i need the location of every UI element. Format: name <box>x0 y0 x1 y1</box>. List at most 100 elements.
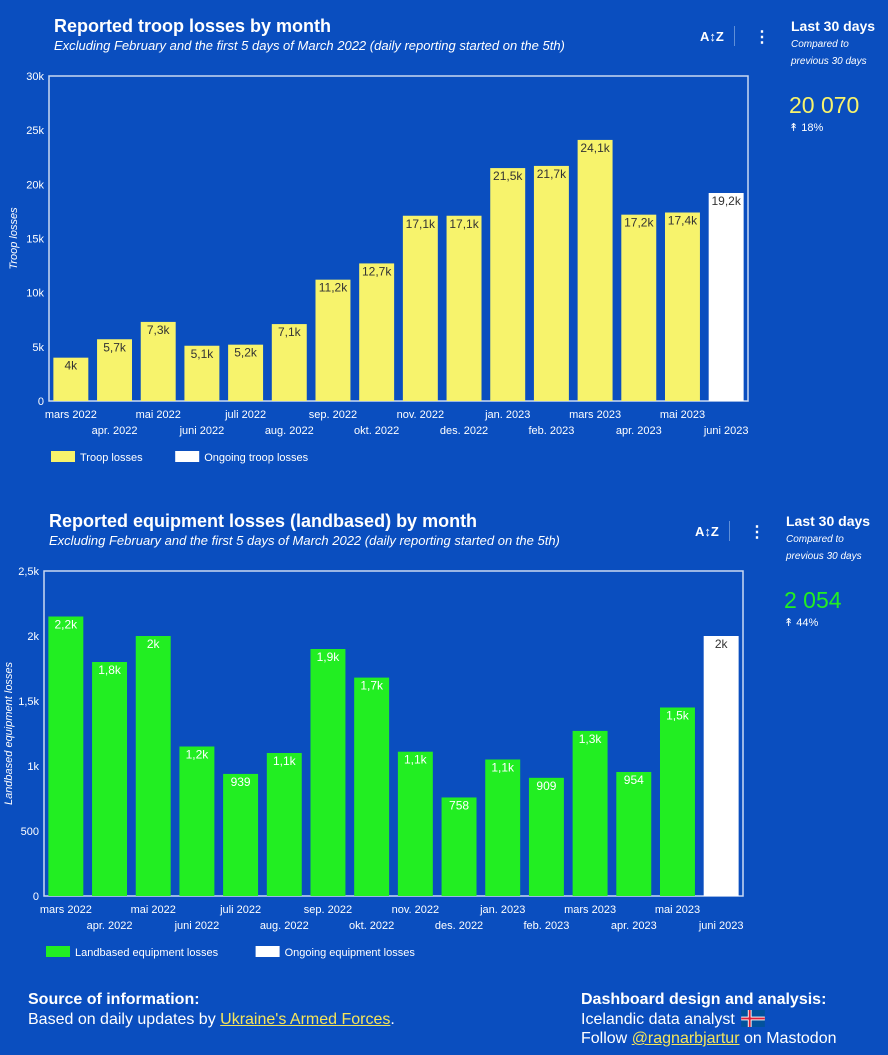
troop-bar <box>228 344 264 401</box>
troop-bar <box>97 339 133 401</box>
troop-ytick-label: 15k <box>26 234 44 246</box>
equip-xtick-label: mars 2022 <box>40 904 92 916</box>
troop-bar <box>315 279 351 401</box>
design-line: Icelandic data analyst <box>581 1010 765 1029</box>
troop-kpi-subtitle: Compared to previous 30 days <box>791 39 867 67</box>
equip-xtick-label: jan. 2023 <box>479 904 525 916</box>
troop-xtick-label: mars 2022 <box>45 409 97 421</box>
troop-xtick-label: juni 2022 <box>179 425 225 437</box>
troop-data-label: 24,1k <box>580 141 610 155</box>
equip-kpi-delta: ↟ 44% <box>784 617 819 629</box>
equip-xtick-label: aug. 2022 <box>260 920 309 932</box>
troop-data-label: 5,2k <box>234 346 258 360</box>
troop-xtick-label: juni 2023 <box>703 425 749 437</box>
equip-xtick-label: mai 2022 <box>131 904 176 916</box>
troop-bar <box>184 345 220 401</box>
equip-bar <box>616 771 652 896</box>
troop-legend-swatch <box>175 451 200 462</box>
equip-bar <box>528 777 564 896</box>
equip-legend-swatch <box>46 946 70 957</box>
equip-xtick-label: apr. 2022 <box>87 920 133 932</box>
equip-bar <box>223 773 259 896</box>
troop-xtick-label: mai 2023 <box>660 409 705 421</box>
equip-yaxis-title: Landbased equipment losses <box>3 661 15 805</box>
troop-data-label: 21,7k <box>537 167 567 181</box>
troop-bar <box>359 263 395 401</box>
troop-kpi-title: Last 30 days <box>791 18 876 34</box>
equip-ytick-label: 1k <box>27 761 39 773</box>
equip-data-label: 909 <box>536 779 556 793</box>
equip-data-label: 758 <box>449 798 469 812</box>
equip-data-label: 1,1k <box>273 754 297 768</box>
troop-xtick-label: feb. 2023 <box>528 425 574 437</box>
equip-data-label: 1,1k <box>404 753 428 767</box>
equip-ytick-label: 2,5k <box>18 566 39 578</box>
troop-ytick-label: 0 <box>38 396 44 408</box>
equip-xtick-label: mai 2023 <box>655 904 700 916</box>
troop-chart-title: Reported troop losses by month <box>54 16 332 36</box>
source-title: Source of information: <box>28 991 200 1008</box>
equip-data-label: 1,8k <box>98 663 122 677</box>
troop-bar <box>402 215 438 401</box>
troop-xtick-label: nov. 2022 <box>397 409 445 421</box>
design-text: Icelandic data analyst <box>581 1011 735 1028</box>
troop-legend-label: Troop losses <box>80 452 143 464</box>
sort-az-icon[interactable]: A↕Z <box>700 29 724 44</box>
troop-legend-label: Ongoing troop losses <box>204 452 308 464</box>
mastodon-link[interactable]: @ragnarbjartur <box>631 1030 740 1047</box>
equip-bar <box>572 730 608 896</box>
troop-plot-frame <box>48 75 749 402</box>
troop-data-label: 21,5k <box>493 169 523 183</box>
equip-bar <box>310 649 346 896</box>
troop-kpi-delta: ↟ 18% <box>789 122 824 134</box>
troop-xtick-label: aug. 2022 <box>265 425 314 437</box>
troop-ytick-label: 20k <box>26 179 44 191</box>
equip-ytick-label: 0 <box>33 891 39 903</box>
equip-data-label: 1,1k <box>491 761 515 775</box>
troop-bar <box>271 324 307 401</box>
troop-legend-swatch <box>51 451 75 462</box>
equip-ytick-label: 1,5k <box>18 696 39 708</box>
equip-xtick-label: sep. 2022 <box>304 904 352 916</box>
more-options-icon[interactable]: ⋮ <box>754 29 770 46</box>
equip-bar <box>485 759 521 896</box>
equip-xtick-label: okt. 2022 <box>349 920 394 932</box>
equip-bar <box>397 751 433 896</box>
design-title: Dashboard design and analysis: <box>581 991 827 1008</box>
troop-data-label: 17,1k <box>406 217 436 231</box>
source-prefix: Based on daily updates by <box>28 1011 221 1028</box>
source-suffix: . <box>390 1011 395 1028</box>
troop-xtick-label: sep. 2022 <box>309 409 357 421</box>
troop-xtick-label: mai 2022 <box>136 409 181 421</box>
equip-data-label: 954 <box>624 773 644 787</box>
sort-az-icon[interactable]: A↕Z <box>695 524 719 539</box>
equip-legend-label: Landbased equipment losses <box>75 947 219 959</box>
troop-bar <box>53 357 89 401</box>
troop-losses-chart: 0 5k 10k 15k 20k 25k 30k Troop losses 4k 5,7k 7,3k… <box>8 71 749 464</box>
troop-ytick-label: 30k <box>26 71 44 83</box>
equip-bar <box>266 753 302 896</box>
troop-kpi-value: 20 070 <box>789 92 860 118</box>
equip-xtick-label: juni 2022 <box>174 920 220 932</box>
troop-xtick-label: juli 2022 <box>224 409 266 421</box>
equip-bar <box>92 662 128 896</box>
equip-plot-frame <box>43 570 744 897</box>
equip-xtick-label: juni 2023 <box>698 920 744 932</box>
source-text: Based on daily updates by Ukraine's Arme… <box>28 1011 395 1029</box>
troop-xtick-label: apr. 2023 <box>616 425 662 437</box>
equip-bar <box>659 707 695 896</box>
equip-bar <box>703 636 739 896</box>
toolbar-divider <box>734 26 735 46</box>
equip-bar <box>441 797 477 896</box>
equip-xtick-label: nov. 2022 <box>392 904 440 916</box>
source-link[interactable]: Ukraine's Armed Forces <box>220 1011 391 1028</box>
troop-data-label: 17,2k <box>624 216 654 230</box>
more-options-icon[interactable]: ⋮ <box>749 524 765 541</box>
troop-bar <box>577 139 613 401</box>
equip-bar <box>48 616 84 896</box>
follow-line: Follow @ragnarbjartur on Mastodon <box>581 1030 836 1048</box>
equip-data-label: 1,3k <box>579 732 603 746</box>
troop-data-label: 5,1k <box>191 347 215 361</box>
equip-xtick-label: apr. 2023 <box>611 920 657 932</box>
equip-bar <box>354 677 390 896</box>
